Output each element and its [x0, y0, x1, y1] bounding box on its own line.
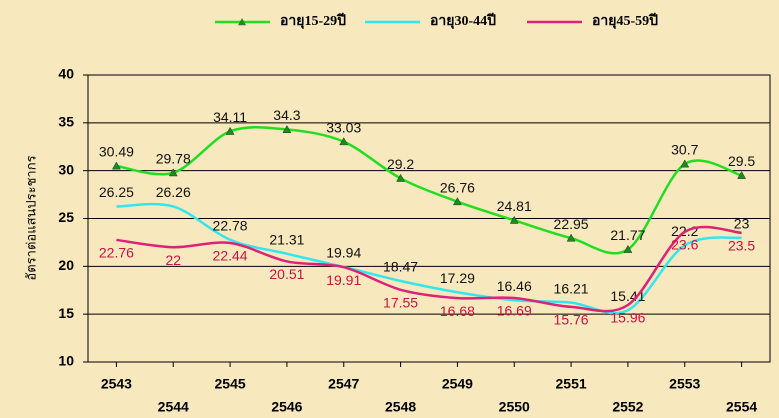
y-tick-label: 10 — [58, 353, 74, 369]
x-tick-label: 2546 — [271, 399, 302, 415]
data-label: 34.3 — [273, 107, 300, 123]
x-tick-label: 2551 — [556, 376, 587, 392]
y-tick-label: 20 — [58, 257, 74, 273]
data-label: 26.76 — [440, 179, 475, 195]
y-tick-label: 25 — [58, 209, 74, 225]
data-label: 29.5 — [728, 153, 755, 169]
marker — [282, 125, 292, 133]
data-label: 15.96 — [610, 310, 645, 326]
data-label: 16.46 — [497, 278, 532, 294]
y-tick-label: 35 — [58, 114, 74, 130]
y-tick-label: 30 — [58, 161, 74, 177]
data-label: 24.81 — [497, 198, 532, 214]
x-tick-label: 2554 — [726, 399, 757, 415]
x-tick-label: 2549 — [442, 376, 473, 392]
x-tick-label: 2550 — [499, 399, 530, 415]
marker — [623, 244, 633, 253]
x-tick-label: 2553 — [669, 376, 700, 392]
series-line — [116, 225, 742, 313]
data-label: 19.94 — [326, 245, 361, 261]
legend-label: อายุ45-59ปี — [592, 13, 658, 29]
data-label: 18.47 — [383, 259, 418, 275]
data-label: 16.68 — [440, 303, 475, 319]
marker — [452, 197, 462, 206]
data-label: 19.91 — [326, 272, 361, 288]
data-label: 22.95 — [554, 216, 589, 232]
data-label: 23.6 — [671, 237, 698, 253]
y-tick-label: 15 — [58, 305, 74, 321]
marker — [680, 159, 690, 168]
x-tick-label: 2552 — [612, 399, 643, 415]
data-label: 26.26 — [156, 184, 191, 200]
x-tick-label: 2545 — [215, 376, 246, 392]
marker — [168, 168, 178, 177]
data-label: 30.49 — [99, 144, 134, 160]
marker — [225, 126, 235, 135]
data-label: 22 — [165, 252, 181, 268]
x-tick-label: 2547 — [328, 376, 359, 392]
data-label: 26.25 — [99, 184, 134, 200]
data-label: 30.7 — [671, 142, 698, 158]
marker — [339, 137, 349, 146]
data-label: 21.77 — [610, 227, 645, 243]
y-axis-title: อัตราต่อแสนประชากร — [25, 155, 40, 280]
data-label: 16.21 — [554, 280, 589, 296]
data-label: 23 — [734, 215, 750, 231]
legend-label: อายุ30-44ปี — [430, 13, 496, 29]
series-line — [116, 125, 742, 255]
data-label: 15.76 — [554, 312, 589, 328]
legend-label: อายุ15-29ปี — [280, 13, 346, 29]
data-label: 22.44 — [213, 248, 248, 264]
data-label: 21.31 — [269, 232, 304, 248]
data-label: 16.69 — [497, 303, 532, 319]
data-label: 17.55 — [383, 294, 418, 310]
data-label: 22.78 — [213, 217, 248, 233]
marker — [737, 170, 747, 179]
legend-marker — [238, 18, 246, 26]
data-label: 17.29 — [440, 270, 475, 286]
data-label: 29.78 — [156, 150, 191, 166]
data-label: 33.03 — [326, 119, 361, 135]
marker — [509, 215, 519, 224]
marker — [566, 233, 576, 242]
marker — [111, 161, 121, 170]
x-tick-label: 2543 — [101, 376, 132, 392]
marker — [396, 173, 406, 182]
data-label: 23.5 — [728, 238, 755, 254]
data-label: 29.2 — [387, 156, 414, 172]
series-line — [116, 202, 742, 315]
data-label: 22.76 — [99, 245, 134, 261]
data-label: 15.41 — [610, 288, 645, 304]
x-tick-label: 2544 — [158, 399, 189, 415]
x-tick-label: 2548 — [385, 399, 416, 415]
data-label: 20.51 — [269, 266, 304, 282]
data-label: 34.11 — [213, 109, 247, 125]
y-tick-label: 40 — [58, 66, 74, 82]
